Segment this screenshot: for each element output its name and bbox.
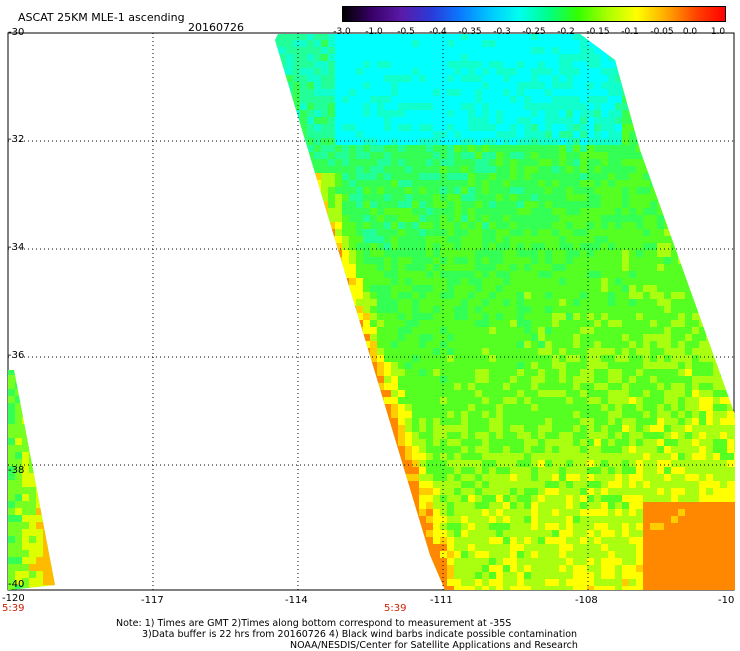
lat-label: -36 bbox=[8, 350, 24, 361]
lat-label: -30 bbox=[8, 27, 24, 38]
footer-note-3: NOAA/NESDIS/Center for Satellite Applica… bbox=[290, 640, 578, 651]
lon-label: -108 bbox=[575, 595, 598, 606]
lat-label: -32 bbox=[8, 134, 24, 145]
lon-label: -117 bbox=[141, 595, 164, 606]
lon-label: -114 bbox=[285, 595, 308, 606]
lon-label: -111 bbox=[430, 595, 453, 606]
lat-label: -40 bbox=[8, 579, 24, 590]
swath-main bbox=[270, 30, 740, 595]
lat-label: -38 bbox=[8, 465, 24, 476]
time-label: 5:39 bbox=[2, 603, 24, 614]
lat-label: -34 bbox=[8, 242, 24, 253]
swath-left bbox=[0, 365, 64, 595]
footer-note-2: 3)Data buffer is 22 hrs from 20160726 4)… bbox=[142, 629, 577, 640]
time-label: 5:39 bbox=[384, 603, 406, 614]
footer-note-1: Note: 1) Times are GMT 2)Times along bot… bbox=[116, 618, 511, 629]
lon-label: -10 bbox=[718, 595, 734, 606]
